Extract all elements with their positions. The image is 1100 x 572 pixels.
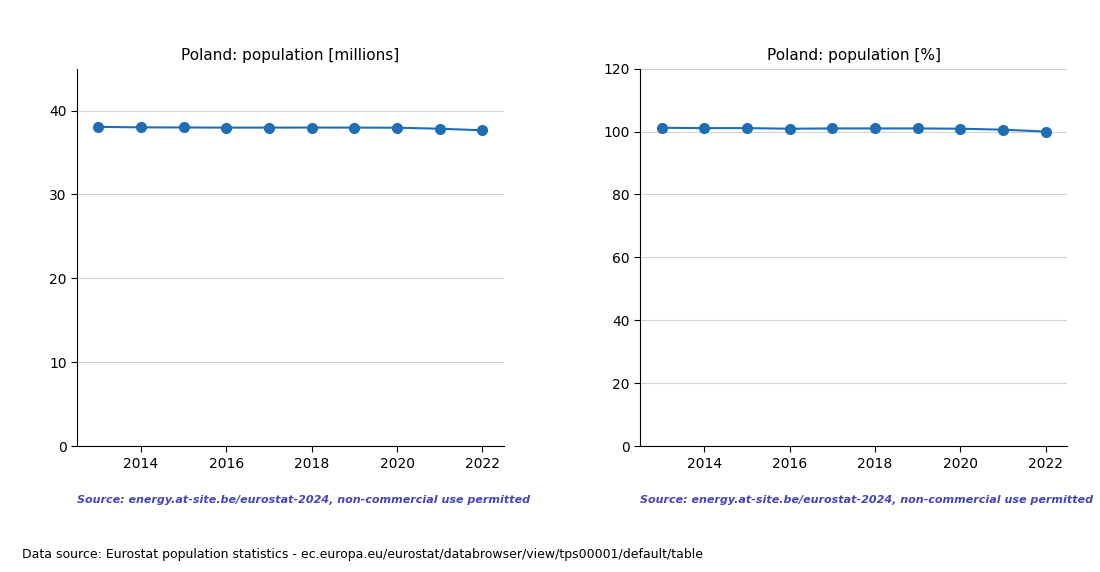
Title: Poland: population [%]: Poland: population [%]: [767, 48, 940, 63]
Text: Source: energy.at-site.be/eurostat-2024, non-commercial use permitted: Source: energy.at-site.be/eurostat-2024,…: [77, 495, 530, 505]
Text: Source: energy.at-site.be/eurostat-2024, non-commercial use permitted: Source: energy.at-site.be/eurostat-2024,…: [640, 495, 1093, 505]
Text: Data source: Eurostat population statistics - ec.europa.eu/eurostat/databrowser/: Data source: Eurostat population statist…: [22, 547, 703, 561]
Title: Poland: population [millions]: Poland: population [millions]: [182, 48, 399, 63]
